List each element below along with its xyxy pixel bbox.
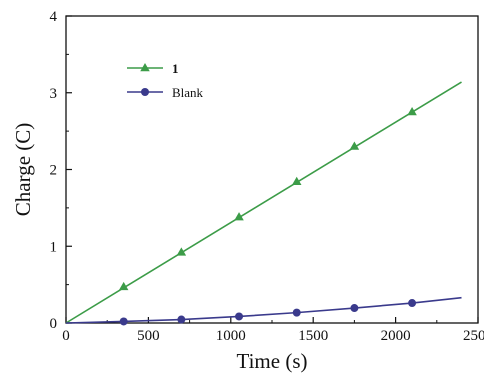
legend-item: 1 (127, 61, 179, 76)
y-tick-label: 1 (50, 239, 58, 255)
x-tick-label: 500 (137, 328, 160, 344)
x-tick-label: 1000 (216, 328, 246, 344)
x-axis-title: Time (s) (237, 349, 308, 373)
data-point-triangle (118, 281, 129, 291)
x-tick-label: 2000 (381, 328, 411, 344)
y-tick-label: 0 (50, 316, 58, 332)
legend-label: Blank (172, 85, 204, 100)
y-axis-title: Charge (C) (11, 123, 35, 217)
data-point-circle (292, 308, 301, 317)
data-point-circle (141, 88, 149, 96)
y-tick-label: 4 (50, 9, 58, 25)
legend: 1 Blank (127, 61, 204, 100)
x-tick-label: 0 (62, 328, 70, 344)
y-tick-label: 2 (50, 163, 58, 179)
legend-item: Blank (127, 85, 204, 100)
data-point-circle (235, 312, 244, 321)
series-2 (65, 296, 462, 326)
data-point-triangle (291, 176, 302, 186)
data-point-circle (119, 317, 128, 326)
x-tick-label: 1500 (298, 328, 328, 344)
data-point-circle (350, 304, 359, 313)
data-point-triangle (407, 106, 417, 116)
legend-label: 1 (172, 61, 179, 76)
series-line (65, 81, 462, 324)
data-point-circle (177, 315, 186, 324)
data-point-triangle (349, 141, 360, 150)
series-layer (65, 81, 462, 326)
data-point-triangle (140, 63, 150, 72)
data-point-circle (408, 299, 417, 308)
data-point-triangle (176, 247, 187, 256)
data-point-triangle (234, 212, 244, 221)
series-1 (65, 81, 462, 324)
plot-frame (65, 15, 479, 324)
y-tick-label: 3 (50, 86, 58, 102)
series-line (65, 296, 462, 324)
